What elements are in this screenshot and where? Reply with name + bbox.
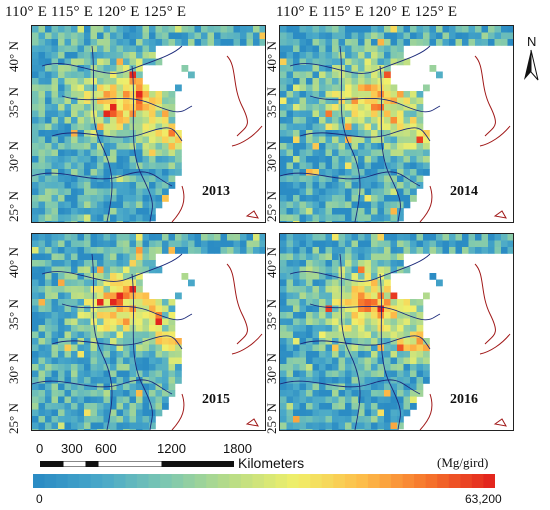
scale-tick-300: 300	[61, 441, 83, 456]
lat-label-25-top: 25° N	[6, 191, 21, 222]
legend-title: (Mg/gird)	[437, 455, 489, 470]
lat-label-35-mid-bottom: 35° N	[264, 299, 279, 330]
map-2014	[280, 26, 513, 222]
scale-tick-0: 0	[36, 441, 44, 456]
lon-label-125: 125° E	[143, 4, 187, 20]
lon-labels-right: 110° E 115° E 120° E 125° E	[276, 4, 457, 21]
scale-tick-1800: 1800	[223, 441, 252, 456]
lat-label-40-top: 40° N	[6, 41, 21, 72]
scale-unit-label: Kilometers	[238, 455, 305, 471]
year-label-2015: 2015	[202, 392, 230, 407]
legend-colorbar	[33, 474, 495, 488]
legend-min-label: 0	[36, 492, 43, 506]
lon-label-115: 115° E	[322, 4, 365, 20]
lon-label-110: 110° E	[5, 4, 48, 20]
lat-label-35-mid-top: 35° N	[264, 87, 279, 118]
map-panel-2016: 2016	[279, 233, 514, 431]
lon-labels-left: 110° E 115° E 120° E 125° E	[5, 4, 186, 21]
lat-label-35-top: 35° N	[6, 87, 21, 118]
lat-label-30-mid-top: 30° N	[264, 141, 279, 172]
north-arrow-icon	[524, 49, 539, 81]
lat-label-25-mid-bottom: 25° N	[264, 403, 279, 434]
scale-tick-1200: 1200	[157, 441, 186, 456]
lat-label-40-mid-top: 40° N	[264, 41, 279, 72]
lon-label-115: 115° E	[51, 4, 94, 20]
scale-bar-graphic	[40, 461, 234, 467]
map-2015	[32, 234, 265, 430]
north-arrow-letter: N	[527, 34, 537, 49]
map-panel-2015: 2015	[31, 233, 266, 431]
lat-label-40-bottom: 40° N	[6, 247, 21, 278]
lat-label-30-mid-bottom: 30° N	[264, 353, 279, 384]
lon-label-125: 125° E	[414, 4, 458, 20]
year-label-2014: 2014	[450, 184, 478, 199]
scale-tick-600: 600	[95, 441, 117, 456]
lat-label-25-bottom: 25° N	[6, 403, 21, 434]
lat-label-30-bottom: 30° N	[6, 353, 21, 384]
year-label-2013: 2013	[202, 184, 230, 199]
legend-max-label: 63,200	[465, 492, 502, 506]
lat-label-30-top: 30° N	[6, 141, 21, 172]
map-2016	[280, 234, 513, 430]
map-panel-2014: 2014	[279, 25, 514, 223]
lon-label-120: 120° E	[368, 4, 411, 20]
map-panel-2013: 2013	[31, 25, 266, 223]
lat-label-40-mid-bottom: 40° N	[264, 247, 279, 278]
lon-label-120: 120° E	[97, 4, 140, 20]
year-label-2016: 2016	[450, 392, 478, 407]
lat-label-25-mid-top: 25° N	[264, 191, 279, 222]
map-2013	[32, 26, 265, 222]
lon-label-110: 110° E	[276, 4, 319, 20]
lat-label-35-bottom: 35° N	[6, 299, 21, 330]
